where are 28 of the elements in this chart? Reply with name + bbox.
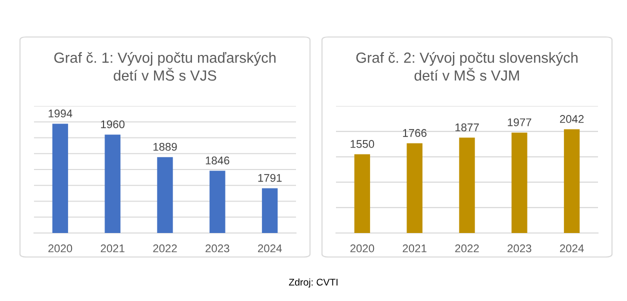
x-tick-label: 2021	[402, 244, 426, 252]
data-label: 1977	[508, 118, 532, 126]
data-label: 1960	[101, 120, 125, 128]
x-tick-label: 2024	[258, 244, 282, 252]
chart-title: Graf č. 2: Vývoj počtu slovenských detí v MŠ s VJM	[356, 52, 578, 81]
data-label: 1877	[455, 123, 479, 132]
bar	[564, 129, 580, 233]
x-tick-label: 2021	[100, 244, 124, 252]
data-label: 1889	[153, 142, 177, 151]
x-tick-label: 2020	[48, 244, 72, 252]
x-tick-label: 2023	[508, 244, 532, 252]
data-label: 1994	[48, 110, 72, 118]
bar	[459, 138, 475, 233]
bar	[406, 143, 422, 233]
bar	[354, 154, 370, 233]
x-tick-label: 2022	[153, 244, 177, 252]
x-tick-label: 2023	[206, 244, 230, 252]
text: Zdroj: CVTI	[288, 278, 338, 288]
x-tick-label: 2022	[455, 244, 479, 252]
data-label: 1550	[350, 140, 374, 148]
chart-title: Graf č. 1: Vývoj počtu maďarských detí v MŠ s VJS	[54, 52, 276, 81]
bar	[512, 132, 528, 233]
x-tick-label: 2020	[350, 244, 374, 252]
data-label: 1766	[403, 129, 426, 137]
data-label: 2042	[560, 115, 584, 123]
data-label: 1791	[258, 174, 282, 182]
data-label: 1846	[206, 156, 230, 164]
x-tick-label: 2024	[560, 244, 584, 252]
